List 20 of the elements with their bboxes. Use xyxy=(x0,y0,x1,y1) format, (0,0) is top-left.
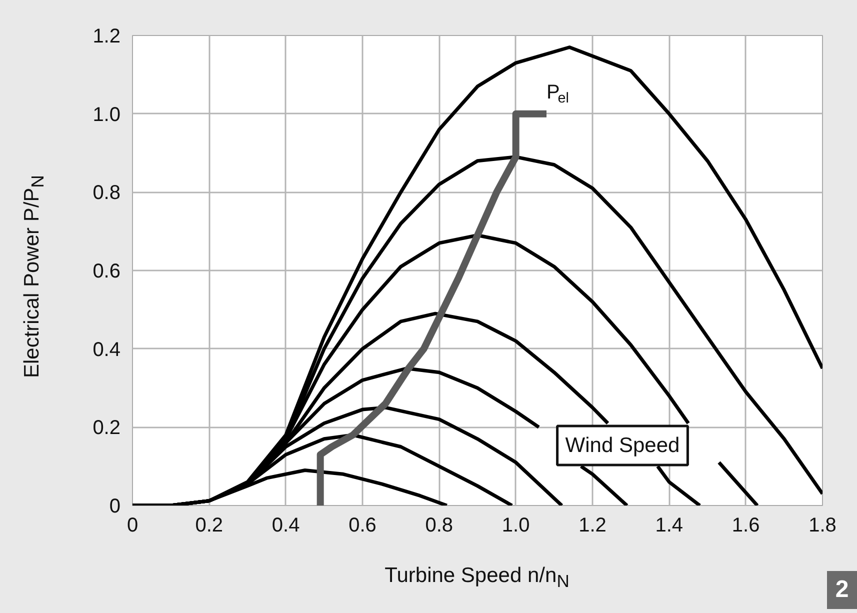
x-tick-label: 0.4 xyxy=(272,514,300,536)
y-tick-label: 0 xyxy=(109,496,120,518)
y-tick-label: 0.4 xyxy=(92,338,121,361)
y-tick-label: 0.2 xyxy=(92,417,121,440)
x-tick-label: 0.6 xyxy=(348,514,376,536)
y-tick-label: 1.0 xyxy=(92,104,121,126)
x-tick-label: 1.2 xyxy=(578,514,606,536)
x-tick-label: 1.6 xyxy=(732,514,760,536)
text: 2 xyxy=(835,574,849,605)
x-tick-label: 1.8 xyxy=(808,514,836,536)
x-tick-label: 0 xyxy=(126,514,138,536)
y-tick-label: 0.8 xyxy=(92,182,121,204)
x-tick-label: 1.4 xyxy=(655,514,684,536)
y-tick-label: 0.6 xyxy=(92,260,121,282)
y-tick-label: 1.2 xyxy=(92,26,121,48)
annotation: Wind Speed xyxy=(565,434,680,457)
x-tick-label: 0.8 xyxy=(425,514,454,536)
x-axis-title: Turbine Speed n/n$_{N}$ xyxy=(384,563,570,594)
x-tick-label: 0.2 xyxy=(195,514,224,536)
x-tick-label: 1.0 xyxy=(502,514,530,536)
